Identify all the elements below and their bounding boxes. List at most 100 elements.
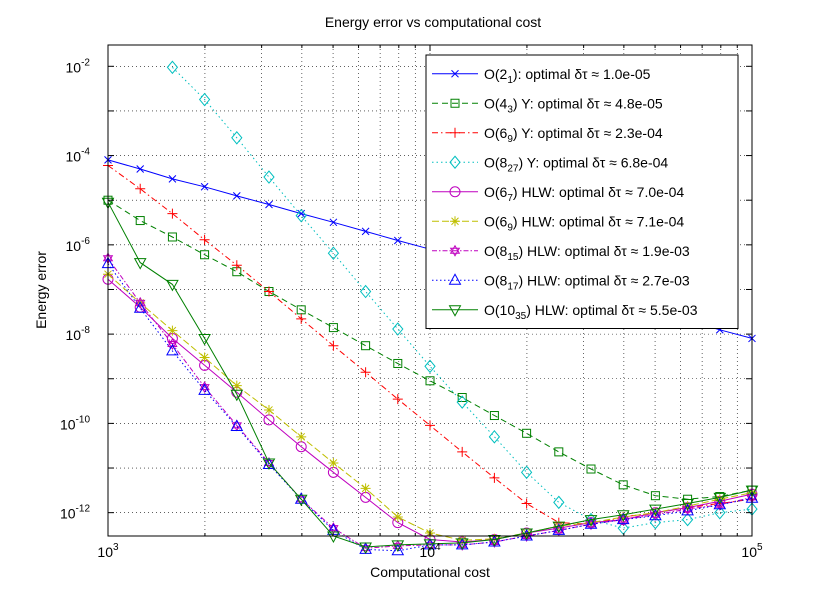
data-point [200,250,210,260]
data-point [166,343,179,356]
data-point [359,542,372,555]
data-point [231,260,242,271]
legend-entry: O(67) HLW: optimal δτ ≈ 7.0e-04 [432,184,684,204]
series-line [107,201,753,548]
data-point [616,510,630,522]
y-tick-label: 10-12 [60,504,90,522]
y-tick-label: 10-2 [66,57,91,75]
data-point [135,183,146,194]
chart-title: Energy error vs computational cost [325,14,541,30]
data-point [263,404,274,415]
data-point [230,419,244,432]
data-point [328,340,339,351]
legend-marker [451,69,459,78]
data-point [231,131,243,145]
data-point [425,420,435,431]
data-point [584,517,598,529]
data-point [198,383,211,395]
legend-label: O(21): optimal δτ ≈ 1.0e-05 [484,66,651,86]
data-point [232,192,241,200]
data-point [392,511,403,522]
data-point [586,517,597,528]
data-point [166,279,179,292]
series-line [107,263,753,552]
legend-entry: O(817) HLW: optimal δτ ≈ 2.7e-03 [432,272,690,292]
data-point [361,227,370,236]
data-point [294,494,308,507]
data-point [391,543,405,556]
y-tick-label: 10-6 [66,236,91,254]
data-point [297,209,306,218]
data-point [262,458,276,470]
legend-entry: O(69) Y: optimal δτ ≈ 2.3e-04 [432,125,663,145]
data-point [392,394,403,405]
legend-entry: O(827) Y: optimal δτ ≈ 6.8e-04 [432,154,668,174]
legend-marker [449,244,461,257]
data-point [359,284,372,299]
data-point [522,428,532,438]
data-point [586,464,596,474]
legend-marker [450,216,460,227]
legend: O(21): optimal δτ ≈ 1.0e-05 O(43) Y: opti… [425,54,739,329]
data-point [489,472,500,483]
data-point [552,521,566,534]
data-point [295,208,307,223]
data-point [489,411,499,421]
data-point [650,491,660,501]
legend-label: O(67) HLW: optimal δτ ≈ 7.0e-04 [484,184,684,204]
legend-label: O(69) HLW: optimal δτ ≈ 7.1e-04 [484,213,684,233]
data-point [167,325,178,336]
legend-marker [448,305,462,317]
legend-entry: O(21): optimal δτ ≈ 1.0e-05 [432,66,651,86]
legend-marker [449,186,461,198]
data-point [423,539,437,551]
y-tick-label: 10-10 [60,414,90,432]
data-point [520,465,533,480]
x-tick-label: 105 [741,542,763,560]
data-point [265,200,273,209]
legend-entry: O(69) HLW: optimal δτ ≈ 7.1e-04 [432,213,684,233]
data-point [489,533,500,544]
data-point [713,492,727,505]
legend-label: O(43) Y: optimal δτ ≈ 4.8e-05 [484,95,663,115]
data-point [327,246,340,260]
data-point [263,170,275,184]
legend-marker [450,98,460,108]
data-point [681,512,694,527]
data-point [263,286,274,297]
data-point [329,218,338,227]
data-point [553,495,565,510]
data-point [618,480,628,490]
legend-entry: O(815) HLW: optimal δτ ≈ 1.9e-03 [432,243,690,263]
data-point [328,457,339,468]
data-point [167,208,178,219]
data-point [393,358,403,368]
data-point [360,367,371,378]
data-point [649,504,662,517]
x-tick-label: 103 [97,542,119,560]
data-point [681,499,694,511]
data-point [230,389,244,402]
data-point [392,322,404,336]
legend-marker [449,155,461,170]
series-4 [166,60,758,535]
data-point [455,538,469,550]
series-line [107,199,753,500]
data-point [198,333,211,346]
data-point [488,430,501,444]
data-point [294,492,308,504]
data-point [166,60,179,75]
data-point [617,521,629,535]
x-tick-label: 104 [419,542,441,560]
data-point [713,497,727,510]
data-point [616,512,630,525]
data-point [425,376,435,386]
data-point [521,498,532,509]
data-point [714,505,726,520]
x-axis-label: Computational cost [370,564,490,580]
legend-entry: O(43) Y: optimal δτ ≈ 4.8e-05 [432,95,663,115]
plot-series [101,60,759,556]
data-point [327,531,340,544]
data-point [133,258,147,270]
